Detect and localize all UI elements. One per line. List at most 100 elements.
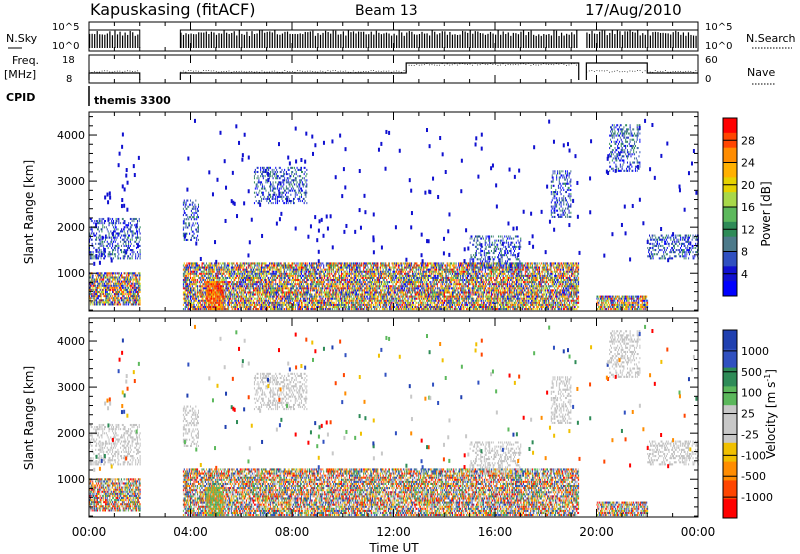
power-echo (137, 272, 139, 275)
power-echo (346, 272, 348, 275)
freq-point (121, 71, 123, 73)
power-echo (336, 268, 338, 271)
power-echo (324, 287, 326, 290)
power-echo (232, 274, 234, 277)
freq-point (563, 63, 565, 65)
power-echo (272, 278, 274, 282)
power-echo (92, 232, 94, 235)
power-echo (95, 293, 97, 296)
power-echo (252, 285, 254, 288)
power-echo (236, 274, 238, 277)
power-echo (105, 286, 107, 289)
power-echo (137, 253, 139, 256)
power-echo (189, 238, 191, 241)
power-echo (277, 303, 279, 306)
power-echo (112, 284, 114, 287)
power-echo (266, 303, 268, 306)
power-echo (212, 268, 214, 271)
power-echo (101, 284, 103, 287)
power-echo (293, 303, 295, 306)
power-echo (276, 303, 278, 306)
power-echo (197, 214, 199, 217)
power-echo (319, 301, 321, 304)
power-echo (246, 272, 248, 275)
power-echo (339, 287, 341, 290)
power-echo (267, 295, 269, 298)
power-echo (322, 297, 324, 300)
power-echo (236, 299, 238, 302)
power-echo (344, 299, 346, 302)
power-echo (331, 301, 333, 304)
power-echo (114, 295, 116, 298)
power-echo (190, 303, 192, 306)
power-echo (276, 289, 278, 292)
freq-label: Freq. (12, 54, 39, 67)
power-echo (125, 280, 127, 283)
power-echo (124, 234, 126, 237)
power-echo (205, 274, 207, 277)
power-echo (301, 272, 303, 275)
power-echo (199, 287, 201, 290)
power-echo (98, 274, 100, 277)
nsky-bar (314, 35, 317, 48)
freq-point (304, 71, 306, 73)
power-echo (183, 293, 185, 296)
power-echo (292, 297, 294, 300)
power-echo (224, 281, 226, 284)
power-echo (281, 291, 283, 294)
power-echo (242, 283, 244, 286)
power-echo (321, 281, 323, 284)
power-echo (202, 287, 204, 290)
power-echo (246, 285, 248, 288)
power-echo (315, 268, 317, 271)
nsky-bar (271, 32, 273, 48)
freq-point (375, 70, 377, 72)
power-echo (231, 276, 233, 279)
power-echo (270, 285, 272, 288)
power-echo (328, 262, 330, 265)
power-echo (244, 274, 246, 277)
power-echo (128, 272, 130, 275)
power-echo (264, 266, 266, 269)
power-echo (114, 297, 116, 300)
power-echo (203, 278, 205, 282)
power-echo (276, 283, 278, 286)
power-echo (289, 264, 291, 267)
power-echo (280, 303, 282, 306)
power-echo (277, 274, 279, 277)
power-echo (128, 255, 130, 258)
power-echo (197, 230, 199, 233)
power-echo (240, 289, 242, 292)
power-echo (333, 287, 335, 290)
power-echo (187, 226, 189, 229)
power-echo (336, 289, 338, 292)
power-echo (259, 270, 261, 273)
power-echo (107, 284, 109, 287)
power-echo (183, 209, 185, 212)
power-echo (127, 297, 129, 300)
power-echo (331, 281, 333, 284)
freq-point (477, 64, 479, 66)
power-echo (89, 282, 91, 285)
power-echo (186, 272, 188, 275)
power-echo (129, 295, 131, 298)
power-echo (198, 299, 200, 302)
power-echo (237, 283, 239, 286)
power-echo (273, 287, 275, 290)
power-echo (203, 308, 205, 311)
power-echo (197, 226, 199, 229)
nsky-bar (309, 31, 311, 48)
power-echo (304, 268, 306, 271)
power-echo (326, 278, 328, 282)
power-echo (329, 293, 331, 296)
power-echo (340, 264, 342, 267)
power-echo (122, 217, 124, 221)
power-echo (340, 274, 342, 277)
power-echo (308, 270, 310, 273)
power-echo (264, 268, 266, 271)
power-echo (254, 297, 256, 300)
power-echo (249, 301, 251, 304)
power-echo (125, 301, 127, 304)
power-echo (188, 303, 190, 306)
power-echo (275, 299, 277, 302)
